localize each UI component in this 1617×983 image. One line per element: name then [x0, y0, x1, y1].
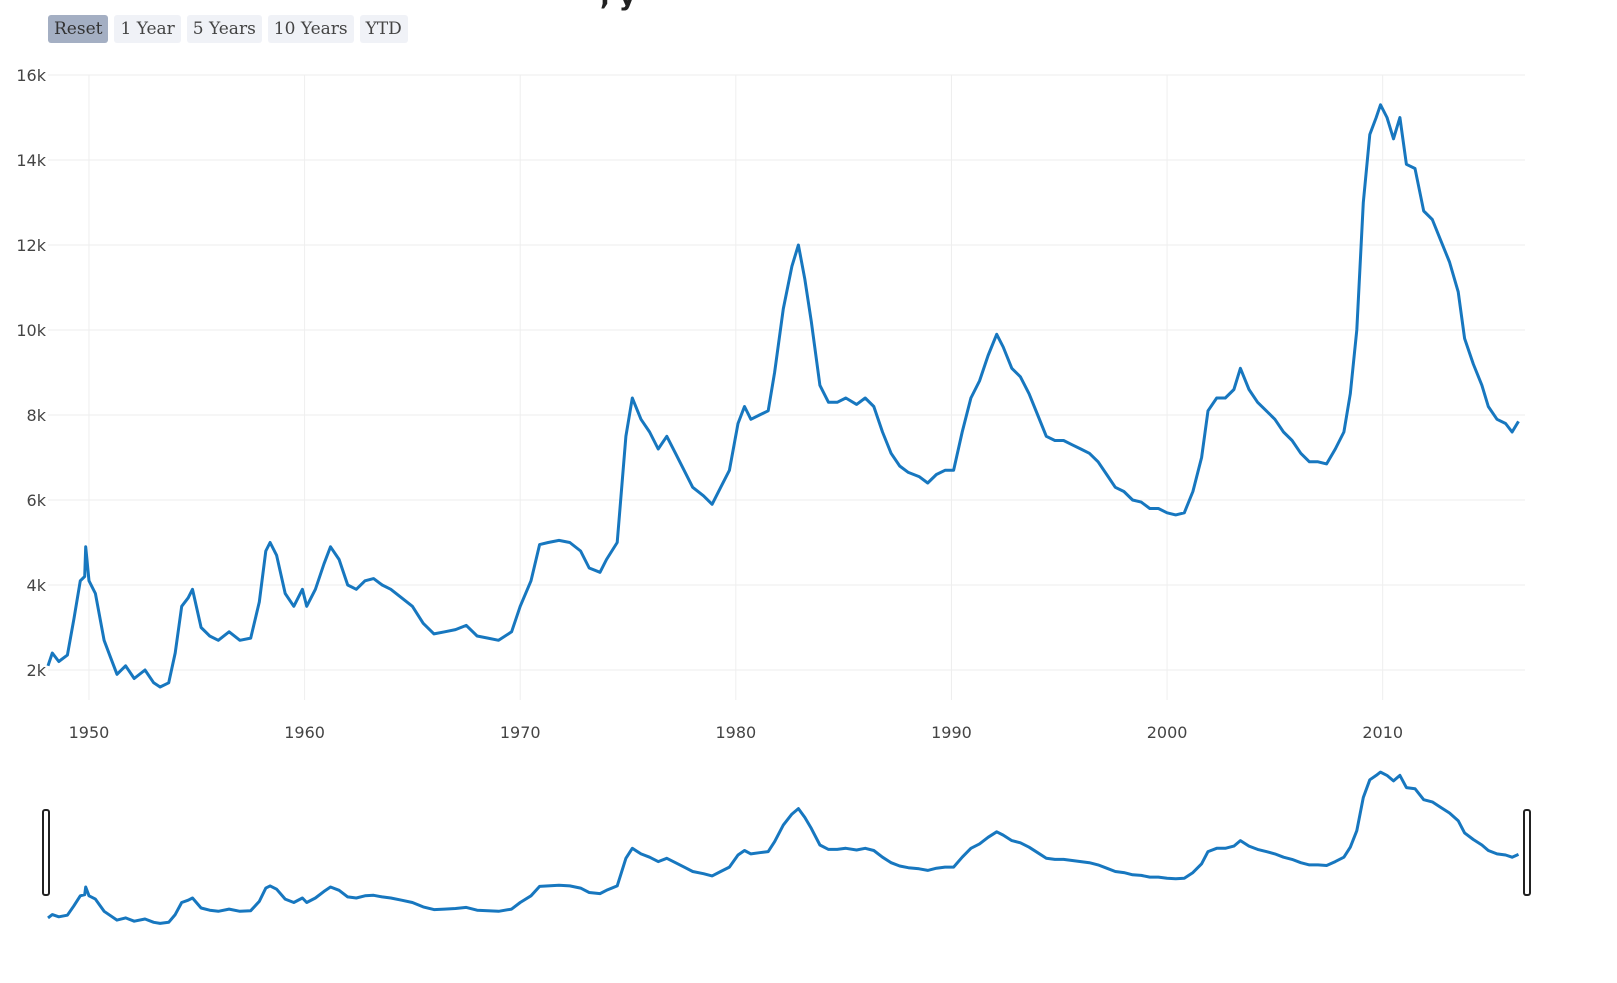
range-button-ytd[interactable]: YTD [359, 15, 408, 43]
x-tick-label: 2010 [1362, 723, 1403, 742]
x-tick-label: 1960 [284, 723, 325, 742]
y-tick-label: 14k [16, 151, 46, 170]
range-selector: Reset 1 Year 5 Years 10 Years YTD [48, 15, 408, 43]
range-slider[interactable] [42, 770, 1531, 925]
range-slider-handle-left[interactable] [42, 809, 50, 896]
x-tick-label: 1980 [715, 723, 756, 742]
grid [48, 74, 1525, 700]
y-tick-label: 10k [16, 321, 46, 340]
range-slider-handle-right[interactable] [1523, 809, 1531, 896]
range-button-10-years[interactable]: 10 Years [267, 15, 354, 43]
x-tick-label: 1970 [500, 723, 541, 742]
y-tick-label: 4k [27, 576, 47, 595]
series-line [46, 103, 1520, 689]
plot-area [46, 103, 1520, 689]
x-tick-label: 1950 [69, 723, 110, 742]
y-tick-label: 2k [27, 661, 47, 680]
range-button-1-year[interactable]: 1 Year [114, 15, 181, 43]
y-tick-label: 8k [27, 406, 47, 425]
y-tick-label: 12k [16, 236, 46, 255]
y-tick-label: 6k [27, 491, 47, 510]
x-axis: 1950 1960 1970 1980 1990 2000 2010 [69, 723, 1403, 742]
range-button-reset[interactable]: Reset [48, 15, 109, 43]
range-button-5-years[interactable]: 5 Years [186, 15, 262, 43]
y-tick-label: 16k [16, 66, 46, 85]
chart-title-fragment: , y [600, 0, 636, 12]
y-axis: 2k 4k 6k 8k 10k 12k 14k 16k [16, 66, 46, 680]
range-slider-line [47, 770, 1520, 925]
x-tick-label: 2000 [1147, 723, 1188, 742]
x-tick-label: 1990 [931, 723, 972, 742]
